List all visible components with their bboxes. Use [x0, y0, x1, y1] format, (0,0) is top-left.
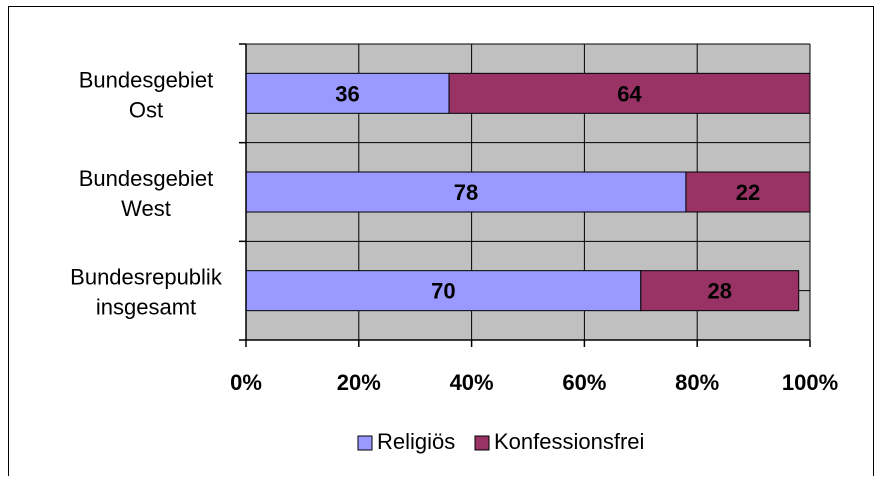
data-label: 78	[454, 180, 478, 205]
legend-swatch	[357, 435, 373, 451]
category-label: Bundesgebiet West	[79, 166, 214, 221]
bar-segment-konfessionsfrei	[448, 72, 811, 114]
data-label: 64	[617, 81, 642, 106]
data-label: 36	[335, 81, 359, 106]
data-label: 70	[431, 279, 455, 304]
category-label: Bundesgebiet Ost	[79, 67, 214, 122]
legend-swatch	[474, 435, 490, 451]
x-tick-label: 60%	[562, 370, 606, 395]
bar-segment-konfessionsfrei	[685, 171, 811, 213]
data-label: 22	[736, 180, 760, 205]
x-tick-label: 0%	[230, 370, 262, 395]
bar-segment-religioes	[245, 171, 687, 213]
bars	[245, 72, 811, 312]
legend: Religiös Konfessionsfrei	[357, 429, 644, 454]
x-tick-label: 80%	[675, 370, 719, 395]
x-tick-label: 20%	[337, 370, 381, 395]
data-label: 28	[708, 279, 732, 304]
legend-label: Religiös	[377, 429, 455, 454]
axes: 0% 20% 40% 60% 80% 100%	[230, 43, 838, 395]
x-tick-label: 40%	[450, 370, 494, 395]
labels: 36 64 Bundesgebiet Ost 78 22 Bundesgebiet West 7…	[70, 67, 760, 319]
category-label: Bundesrepublik insgesamt	[70, 265, 223, 320]
legend-label: Konfessionsfrei	[494, 429, 644, 454]
x-tick-label: 100%	[782, 370, 838, 395]
bar-segment-konfessionsfrei	[640, 270, 800, 312]
